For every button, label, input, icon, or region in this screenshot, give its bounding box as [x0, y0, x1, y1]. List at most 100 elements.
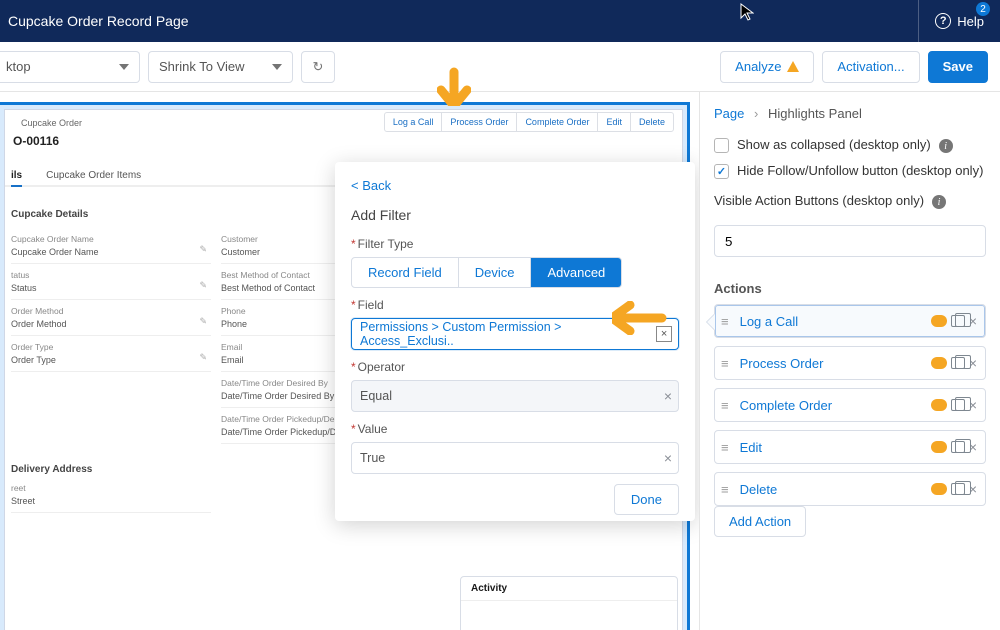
action-row[interactable]: ≡ Edit × [714, 430, 986, 464]
fld-value: Order Method✎ [11, 316, 211, 336]
edit-icon: ✎ [199, 316, 207, 327]
stack-icon[interactable] [951, 315, 965, 327]
checkbox-hide-follow[interactable] [714, 164, 729, 179]
info-icon[interactable]: i [939, 139, 953, 153]
canvas-area[interactable]: Cupcake Order O-00116 Log a Call Process… [0, 92, 700, 630]
operator-value: Equal [360, 389, 392, 403]
visibility-icon[interactable] [931, 315, 947, 327]
crumb-page[interactable]: Page [714, 106, 744, 121]
action-row[interactable]: ≡ Log a Call × [714, 304, 986, 338]
stack-icon[interactable] [951, 483, 965, 495]
fld-value: Cupcake Order Name✎ [11, 244, 211, 264]
help-icon: ? [935, 13, 951, 29]
action-log-call[interactable]: Log a Call [385, 113, 442, 131]
stack-icon[interactable] [951, 399, 965, 411]
visibility-icon[interactable] [931, 441, 947, 453]
label-visible-actions: Visible Action Buttons (desktop only) [714, 193, 924, 208]
action-row[interactable]: ≡ Complete Order × [714, 388, 986, 422]
drag-handle-icon[interactable]: ≡ [721, 440, 730, 455]
done-button[interactable]: Done [614, 484, 679, 515]
info-icon[interactable]: i [932, 195, 946, 209]
analyze-label: Analyze [735, 59, 781, 74]
action-label: Log a Call [740, 314, 921, 329]
action-edit[interactable]: Edit [597, 113, 630, 131]
tab-details[interactable]: ils [11, 170, 22, 187]
drag-handle-icon[interactable]: ≡ [721, 356, 730, 371]
action-label: Edit [740, 440, 921, 455]
visibility-icon[interactable] [931, 483, 947, 495]
drag-handle-icon[interactable]: ≡ [721, 482, 730, 497]
record-object-label: Cupcake Order [13, 112, 90, 132]
back-link[interactable]: < Back [351, 178, 679, 193]
help-label: Help [957, 14, 984, 29]
activation-button[interactable]: Activation... [822, 51, 919, 83]
action-row[interactable]: ≡ Process Order × [714, 346, 986, 380]
stack-icon[interactable] [951, 441, 965, 453]
fld-label: tatus [11, 270, 211, 280]
edit-icon: ✎ [199, 244, 207, 255]
drag-handle-icon[interactable]: ≡ [721, 314, 730, 329]
selected-pointer-icon [707, 314, 715, 330]
label-collapsed: Show as collapsed (desktop only) [737, 137, 931, 152]
crumb-current: Highlights Panel [768, 106, 862, 121]
warning-icon [787, 61, 799, 72]
form-factor-select[interactable]: ktop [0, 51, 140, 83]
clear-icon[interactable]: × [664, 450, 672, 466]
visibility-icon[interactable] [931, 357, 947, 369]
tab-order-items[interactable]: Cupcake Order Items [46, 170, 141, 185]
operator-input[interactable]: Equal × [351, 380, 679, 412]
fld-label: Order Type [11, 342, 211, 352]
filter-type-segmented[interactable]: Record Field Device Advanced [351, 257, 622, 288]
refresh-button[interactable]: ↻ [301, 51, 335, 83]
zoom-select[interactable]: Shrink To View [148, 51, 293, 83]
help-button[interactable]: ? Help 2 [918, 0, 984, 42]
value-input[interactable]: True × [351, 442, 679, 474]
record-header-actions: Log a Call Process Order Complete Order … [384, 112, 674, 132]
cursor-icon [740, 3, 754, 21]
fld-value: Street [11, 493, 211, 513]
activity-tab[interactable]: Activity [461, 577, 677, 601]
action-label: Delete [740, 482, 921, 497]
drag-handle-icon[interactable]: ≡ [721, 398, 730, 413]
seg-device[interactable]: Device [458, 258, 531, 287]
action-complete[interactable]: Complete Order [516, 113, 597, 131]
fld-label: Cupcake Order Name [11, 234, 211, 244]
add-filter-popover: < Back Add Filter *Filter Type Record Fi… [335, 162, 695, 521]
popover-title: Add Filter [351, 207, 679, 223]
label-value: *Value [351, 422, 679, 436]
action-row[interactable]: ≡ Delete × [714, 472, 986, 506]
activity-panel: Activity [460, 576, 678, 630]
seg-advanced[interactable]: Advanced [530, 258, 621, 287]
analyze-button[interactable]: Analyze [720, 51, 814, 83]
save-label: Save [943, 59, 973, 74]
label-filter-type: *Filter Type [351, 237, 679, 251]
add-action-button[interactable]: Add Action [714, 506, 806, 537]
seg-record-field[interactable]: Record Field [352, 258, 458, 287]
action-delete[interactable]: Delete [630, 113, 673, 131]
label-operator: *Operator [351, 360, 679, 374]
edit-icon: ✎ [199, 280, 207, 291]
save-button[interactable]: Save [928, 51, 988, 83]
edit-icon: ✎ [199, 352, 207, 363]
clear-icon[interactable]: × [664, 388, 672, 404]
fld-value: Status✎ [11, 280, 211, 300]
annotation-arrow-side [612, 301, 682, 335]
chevron-down-icon [272, 64, 282, 70]
action-label: Process Order [740, 356, 921, 371]
stack-icon[interactable] [951, 357, 965, 369]
page-title: Cupcake Order Record Page [8, 13, 189, 29]
checkbox-collapsed[interactable] [714, 138, 729, 153]
action-process[interactable]: Process Order [441, 113, 516, 131]
record-number: O-00116 [13, 134, 90, 148]
chevron-down-icon [119, 64, 129, 70]
fld-value: Order Type✎ [11, 352, 211, 372]
form-factor-value: ktop [6, 59, 31, 74]
visible-actions-input[interactable] [714, 225, 986, 257]
annotation-arrow-top [437, 54, 471, 106]
zoom-value: Shrink To View [159, 59, 245, 74]
breadcrumb: Page › Highlights Panel [714, 106, 986, 121]
properties-panel: Page › Highlights Panel Show as collapse… [700, 92, 1000, 630]
refresh-icon: ↻ [313, 59, 324, 75]
actions-section-title: Actions [714, 281, 986, 296]
visibility-icon[interactable] [931, 399, 947, 411]
